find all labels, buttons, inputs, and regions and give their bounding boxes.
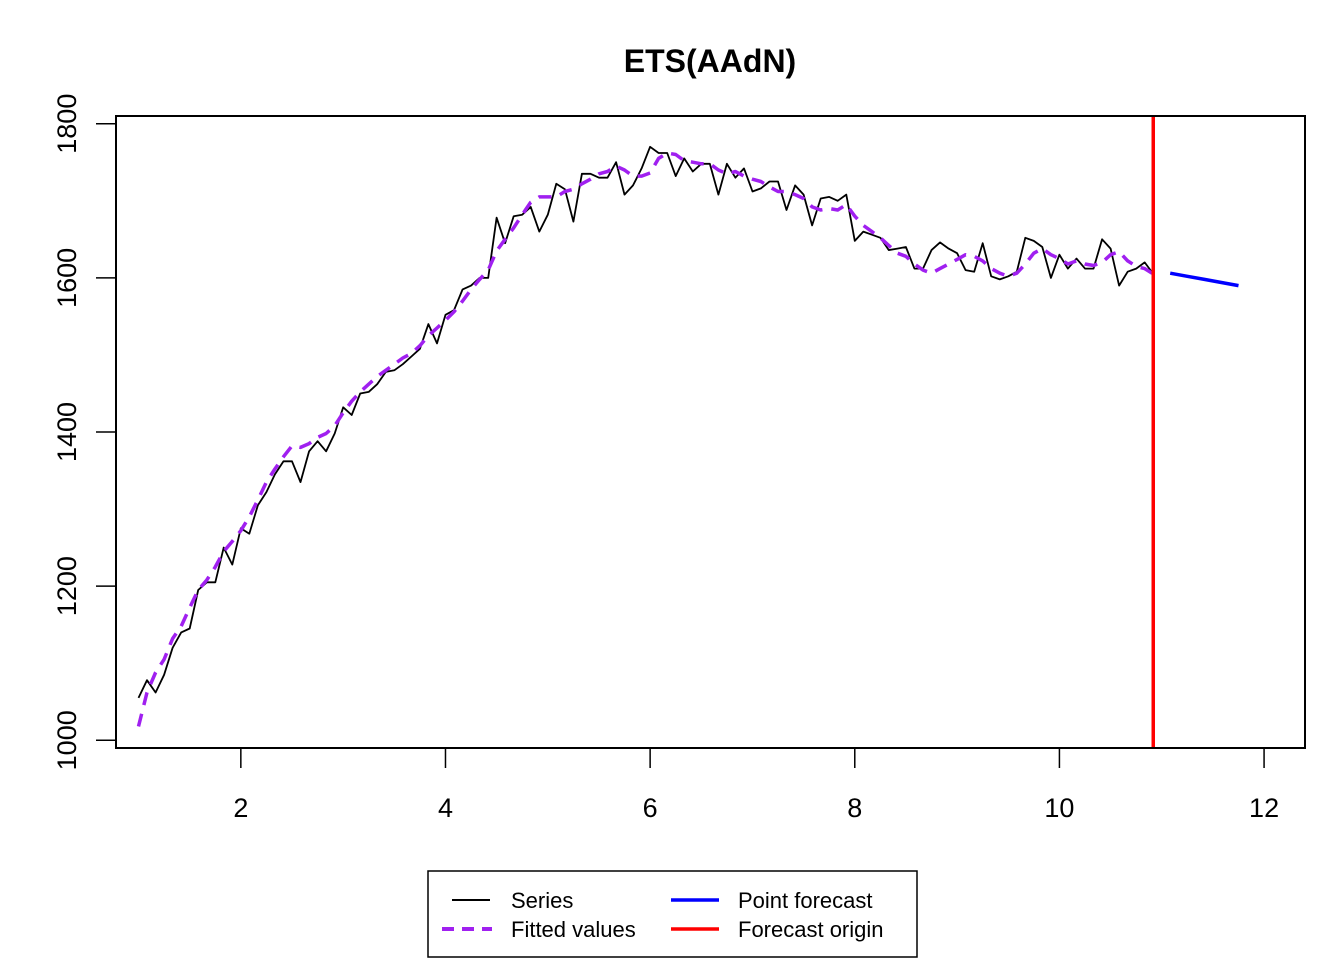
x-tick-label: 2 bbox=[233, 793, 248, 823]
series-line-fitted-values bbox=[136, 151, 1155, 727]
series-line-series bbox=[137, 145, 1155, 699]
legend: Series Fitted values Point forecast Fore… bbox=[427, 870, 918, 958]
x-tick-label: 10 bbox=[1044, 793, 1074, 823]
y-axis: 1000 1200 1400 1600 1800 bbox=[52, 94, 117, 770]
y-tick-label: 1000 bbox=[52, 710, 82, 770]
legend-box bbox=[427, 870, 918, 958]
y-tick-label: 1400 bbox=[52, 402, 82, 462]
legend-label-forecast-origin: Forecast origin bbox=[738, 917, 884, 942]
x-tick-label: 4 bbox=[438, 793, 453, 823]
chart-title: ETS(AAdN) bbox=[624, 43, 796, 79]
x-axis: 2 4 6 8 10 12 bbox=[233, 747, 1279, 823]
x-tick-label: 12 bbox=[1249, 793, 1279, 823]
legend-label-point-forecast: Point forecast bbox=[738, 888, 873, 913]
legend-label-series: Series bbox=[511, 888, 573, 913]
series-line-point-forecast bbox=[1169, 271, 1239, 288]
y-tick-label: 1800 bbox=[52, 94, 82, 154]
x-tick-label: 6 bbox=[643, 793, 658, 823]
series-layer bbox=[136, 116, 1239, 748]
y-tick-label: 1200 bbox=[52, 556, 82, 616]
y-tick-label: 1600 bbox=[52, 248, 82, 308]
legend-label-fitted: Fitted values bbox=[511, 917, 636, 942]
x-tick-label: 8 bbox=[847, 793, 862, 823]
plot-frame bbox=[115, 115, 1306, 749]
